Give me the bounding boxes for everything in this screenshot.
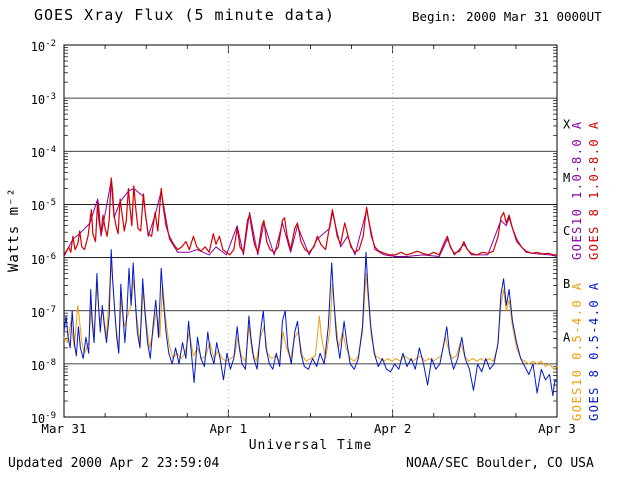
- y-tick-label: 10-9: [30, 411, 56, 426]
- source-credit: NOAA/SEC Boulder, CO USA: [406, 456, 594, 471]
- flare-class-label: A: [563, 330, 571, 344]
- flare-class-label: B: [563, 277, 570, 291]
- x-tick-label: Apr 1: [209, 421, 248, 436]
- plot-frame: [63, 44, 558, 418]
- legend-label-long-2: GOES 8 1.0-8.0 A: [587, 120, 601, 260]
- flare-class-label: C: [563, 224, 570, 238]
- series-goes8-long: [63, 177, 558, 256]
- y-tick-label: 10-5: [30, 198, 56, 214]
- begin-label: Begin:: [412, 9, 458, 24]
- y-tick-label: 10-8: [30, 357, 56, 373]
- flare-class-label: X: [563, 118, 571, 132]
- x-tick-label: Apr 2: [373, 421, 412, 436]
- y-tick-label: 10-4: [30, 145, 56, 161]
- begin-timestamp: Begin: 2000 Mar 31 0000UT: [412, 9, 602, 24]
- series-goes8-short: [63, 249, 558, 397]
- y-tick-label: 10-7: [30, 304, 56, 320]
- y-tick-label: 10-6: [30, 251, 56, 267]
- y-tick-label: 10-2: [30, 39, 56, 54]
- page-title: GOES Xray Flux (5 minute data): [34, 6, 335, 24]
- begin-value: 2000 Mar 31 0000UT: [466, 9, 602, 24]
- series-goes10-long: [63, 180, 558, 257]
- flare-class-label: M: [563, 171, 570, 185]
- legend-label-short-3: GOES10 0.5-4.0 A: [570, 281, 584, 421]
- series-goes10-short: [63, 262, 558, 370]
- y-tick-label: 10-3: [30, 92, 56, 108]
- legend-label-short-4: GOES 8 0.5-4.0 A: [587, 281, 601, 421]
- updated-timestamp: Updated 2000 Apr 2 23:59:04: [8, 456, 220, 471]
- x-axis-title: Universal Time: [248, 438, 373, 453]
- legend-label-long-1: GOES10 1.0-8.0 A: [570, 120, 584, 260]
- x-tick-label: Mar 31: [41, 421, 87, 436]
- x-tick-label: Apr 3: [538, 421, 576, 436]
